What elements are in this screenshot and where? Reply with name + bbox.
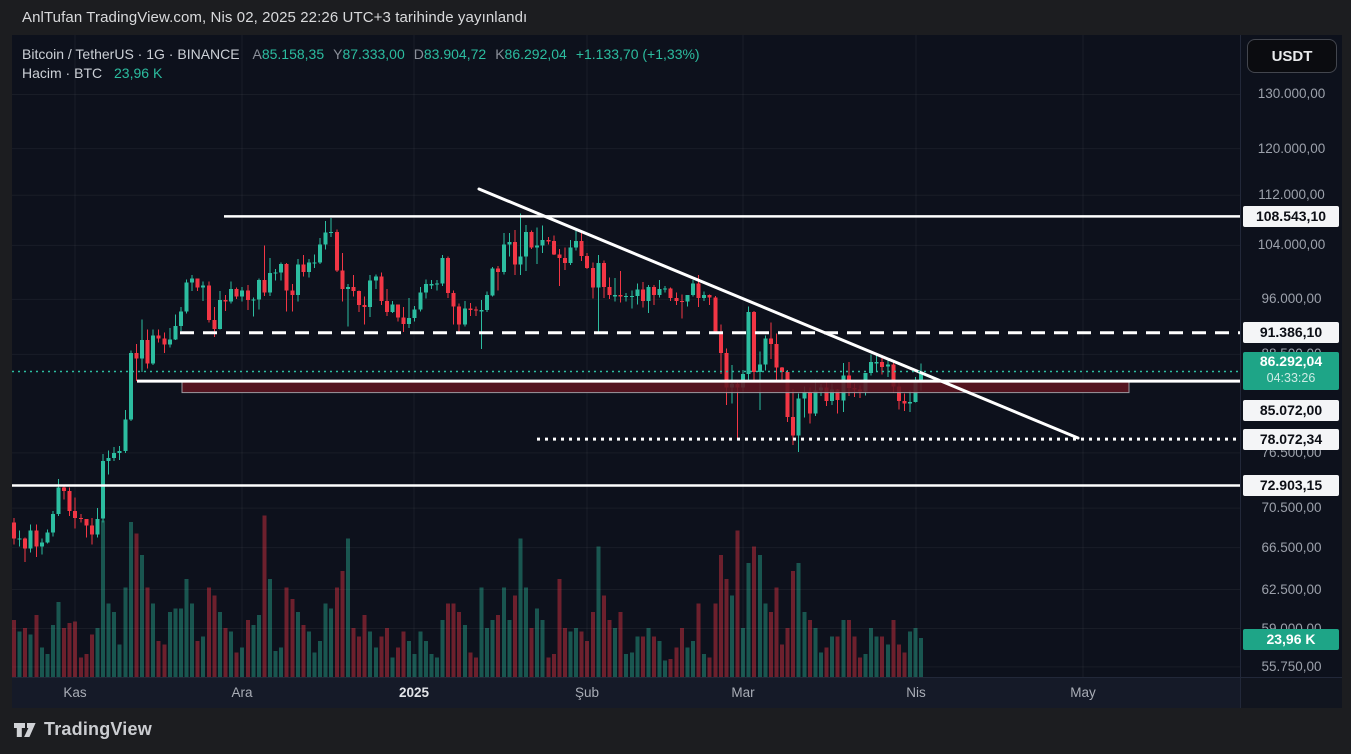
price-tick: 120.000,00 [1257,140,1326,156]
publish-title: AnlTufan TradingView.com, Nis 02, 2025 2… [22,9,528,26]
supply-zone[interactable] [181,381,1130,394]
price-tick: 112.000,00 [1258,187,1325,203]
price-tick: 55.750,00 [1261,658,1322,674]
time-axis[interactable]: Kas Ara 2025 Şub Mar Nis May [12,677,1240,708]
bar-countdown: 04:33:26 [1266,371,1316,386]
tradingview-logo-icon [14,722,36,737]
volume-indicator-label[interactable]: Hacim · BTC [22,65,103,81]
ohlc-value: 83.904,72 [423,46,487,62]
volume-indicator-value: 23,96 K [114,65,163,81]
price-line-label: 85.072,00 [1243,399,1339,421]
ohlc-value: 86.292,04 [504,46,567,62]
legend-volume-row: Hacim · BTC 23,96 K [22,64,700,83]
price-line-label: 91.386,10 [1243,322,1339,344]
time-tick-Nis: Nis [906,685,926,700]
change-value: +1.133,70 (+1,33%) [575,46,700,62]
legend-ohlc-row: Bitcoin / TetherUS · 1G · BINANCE A85.15… [22,45,700,64]
volume-bars [12,515,924,677]
tradingview-attribution[interactable]: TradingView [14,719,152,740]
ohlc-value: 87.333,00 [342,46,405,62]
price-tick: 104.000,00 [1257,237,1326,253]
price-line-label: 78.072,34 [1243,428,1339,450]
price-tick: 130.000,00 [1257,86,1326,102]
time-tick-Ara: Ara [231,685,253,700]
symbol-title[interactable]: Bitcoin / TetherUS · 1G · BINANCE [22,46,240,62]
time-tick-Şub: Şub [574,685,600,700]
price-line-label: 108.543,10 [1243,205,1339,227]
current-price-label: 86.292,04 04:33:26 [1243,352,1339,391]
chart-legend[interactable]: Bitcoin / TetherUS · 1G · BINANCE A85.15… [22,45,700,83]
price-tick: 96.000,00 [1261,291,1322,307]
axis-corner [1240,677,1342,708]
candlestick-chart[interactable] [12,35,1240,677]
time-tick-May: May [1070,685,1096,700]
ohlc-key: Y [333,46,343,62]
time-tick-Kas: Kas [63,685,87,700]
price-tick: 66.500,00 [1261,539,1322,555]
grid [12,35,1240,677]
price-tick: 62.500,00 [1261,581,1322,597]
currency-toggle-button[interactable]: USDT [1247,39,1337,73]
price-tick: 70.500,00 [1261,500,1322,516]
price-axis[interactable]: USDT 130.000,00 120.000,00 112.000,00 104.0… [1240,35,1342,677]
time-tick-Mar: Mar [731,685,755,700]
ohlc-value: 85.158,35 [261,46,325,62]
ohlc-key: D [413,46,424,62]
price-line-label: 72.903,15 [1243,474,1339,496]
ohlc-key: K [495,46,505,62]
chart-panel: Bitcoin / TetherUS · 1G · BINANCE A85.15… [12,35,1342,708]
titlebar: AnlTufan TradingView.com, Nis 02, 2025 2… [0,0,1351,35]
ohlc-key: A [252,46,262,62]
tradingview-logo-text: TradingView [44,719,152,739]
time-tick-2025: 2025 [398,685,430,700]
trendline[interactable] [477,187,1080,440]
current-volume-label: 23,96 K [1243,628,1339,650]
